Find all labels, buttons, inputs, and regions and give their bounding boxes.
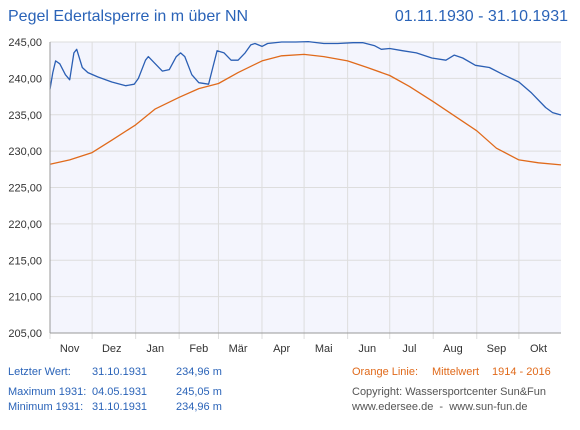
x-tick-label: Jan [146, 343, 164, 355]
y-tick-label: 210,00 [8, 292, 42, 304]
series-line-pegel [49, 40, 562, 116]
y-tick-label: 240,00 [8, 73, 42, 85]
maximum-label: Maximum 1931: [8, 386, 87, 398]
legend-orange-desc: Mittelwert [432, 366, 480, 378]
y-tick-label: 220,00 [8, 219, 42, 231]
copyright: Copyright: Wassersportcenter Sun&Fun [352, 386, 547, 398]
minimum-label: Minimum 1931: [8, 401, 84, 413]
last-value-label: Letzter Wert: [8, 366, 71, 378]
x-tick-label: Jun [358, 343, 376, 355]
x-tick-label: Mär [229, 343, 248, 355]
last-value-date: 31.10.1931 [92, 366, 148, 378]
last-value-value: 234,96 m [176, 366, 222, 378]
y-tick-label: 225,00 [8, 183, 42, 195]
x-tick-label: Dez [102, 343, 122, 355]
maximum-value: 245,05 m [176, 386, 222, 398]
minimum-value: 234,96 m [176, 401, 222, 413]
minimum-row: Minimum 1931: 31.10.1931 234,96 m [8, 401, 248, 415]
y-tick-label: 245,00 [8, 37, 42, 49]
y-tick-label: 205,00 [8, 328, 42, 340]
maximum-date: 04.05.1931 [92, 386, 148, 398]
y-tick-label: 215,00 [8, 255, 42, 267]
websites: www.edersee.de - www.sun-fun.de [352, 401, 528, 413]
x-tick-label: Nov [60, 343, 80, 355]
x-tick-label: Aug [443, 343, 463, 355]
x-tick-label: Mai [315, 343, 333, 355]
legend-orange-line: Orange Linie: Mittelwert 1914 - 2016 [352, 366, 562, 380]
series-line-mittelwert [49, 53, 562, 166]
x-tick-label: Okt [530, 343, 547, 355]
x-tick-label: Sep [487, 343, 507, 355]
date-range: 01.11.1930 - 31.10.1931 [394, 8, 568, 25]
last-value-row: Letzter Wert: 31.10.1931 234,96 m [8, 366, 248, 380]
x-tick-label: Apr [273, 343, 290, 355]
legend-orange-years: 1914 - 2016 [492, 366, 551, 378]
x-tick-label: Jul [402, 343, 416, 355]
minimum-date: 31.10.1931 [92, 401, 148, 413]
x-tick-label: Feb [189, 343, 208, 355]
y-tick-label: 230,00 [8, 146, 42, 158]
y-tick-label: 235,00 [8, 110, 42, 122]
maximum-row: Maximum 1931: 04.05.1931 245,05 m [8, 386, 248, 400]
chart-title: Pegel Edertalsperre in m über NN [8, 8, 249, 25]
legend-orange-label: Orange Linie: [352, 366, 419, 378]
